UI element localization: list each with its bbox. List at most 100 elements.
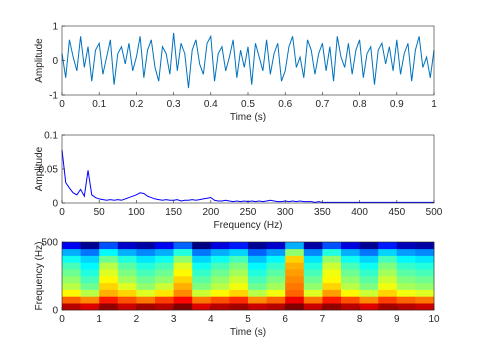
- spectrogram-cell: [303, 276, 323, 284]
- spectrogram-cell: [266, 289, 286, 297]
- spectrogram-cell: [210, 269, 230, 277]
- x-tick-label: 2: [134, 314, 140, 325]
- x-tick-label: 9: [394, 314, 400, 325]
- x-tick-label: 5: [245, 314, 251, 325]
- spectrogram-cell: [415, 296, 435, 304]
- x-tick-label: 8: [357, 314, 363, 325]
- spectrogram-cell: [192, 262, 212, 270]
- spectrogram-cell: [359, 276, 379, 284]
- x-tick-label: 400: [351, 207, 368, 218]
- spectrogram-cell: [229, 282, 249, 290]
- spectrogram-cell: [210, 289, 230, 297]
- x-tick-label: 100: [128, 207, 145, 218]
- spectrogram-cell: [117, 269, 137, 277]
- spectrogram-cell: [341, 289, 360, 297]
- spectrogram-cell: [359, 282, 379, 290]
- y-tick-label: 500: [41, 238, 58, 249]
- spectrogram-cell: [99, 276, 119, 284]
- spectrogram-cell: [229, 289, 249, 297]
- y-tick-label: 0.1: [44, 131, 58, 142]
- spectrogram-cell: [173, 296, 193, 304]
- x-tick-label: 0.3: [167, 99, 181, 110]
- spectrogram-cell: [341, 242, 360, 250]
- spectrogram-cell: [415, 289, 435, 297]
- spectrogram-cell: [396, 255, 416, 263]
- x-axis-label: Frequency (Hz): [214, 220, 283, 231]
- spectrogram-cell: [117, 303, 137, 311]
- spectrogram-cell: [117, 255, 137, 263]
- x-tick-label: 3: [171, 314, 177, 325]
- spectrogram-cell: [192, 242, 212, 250]
- spectrogram-cell: [303, 303, 323, 311]
- spectrogram-cell: [341, 262, 360, 270]
- spectrogram-cell: [62, 303, 81, 311]
- spectrogram-cell: [192, 296, 212, 304]
- spectrogram-cell: [396, 276, 416, 284]
- spectrogram-cell: [229, 276, 249, 284]
- spectrogram-cell: [341, 282, 360, 290]
- spectrogram-cell: [248, 248, 267, 256]
- spectrogram-cell: [173, 303, 193, 311]
- spectrogram-cell: [248, 255, 267, 263]
- spectrogram-cell: [80, 282, 100, 290]
- y-axis-label: Amplitude: [34, 38, 45, 83]
- spectrogram-cell: [303, 248, 323, 256]
- spectrogram-cell: [80, 303, 100, 311]
- spectrogram-cell: [248, 269, 267, 277]
- spectrogram-cell: [62, 262, 81, 270]
- spectrogram-cell: [229, 242, 249, 250]
- spectrogram-cell: [155, 282, 174, 290]
- spectrogram-cell: [266, 296, 286, 304]
- spectrogram-cell: [173, 276, 193, 284]
- spectrogram-cell: [415, 282, 435, 290]
- signal-line: [61, 149, 434, 203]
- spectrogram-cell: [341, 269, 360, 277]
- spectrogram-cell: [136, 248, 156, 256]
- spectrogram-cell: [378, 248, 398, 256]
- spectrogram-cell: [341, 296, 360, 304]
- x-tick-label: 0.4: [204, 99, 218, 110]
- x-tick-label: 0.8: [353, 99, 367, 110]
- spectrogram-cell: [415, 255, 435, 263]
- x-tick-label: 0: [59, 314, 65, 325]
- spectrogram-cell: [415, 276, 435, 284]
- spectrogram-cell: [62, 296, 81, 304]
- spectrogram-cell: [378, 289, 398, 297]
- spectrogram-cell: [155, 303, 174, 311]
- spectrogram-cell: [173, 255, 193, 263]
- x-tick-label: 0.2: [129, 99, 143, 110]
- spectrogram-cell: [80, 296, 100, 304]
- spectrogram-cell: [378, 255, 398, 263]
- spectrogram-cell: [285, 303, 305, 311]
- y-tick-label: 0: [52, 306, 58, 317]
- spectrogram-cell: [136, 242, 156, 250]
- spectrogram-cell: [155, 262, 174, 270]
- spectrogram-cell: [136, 296, 156, 304]
- spectrogram-cell: [99, 255, 119, 263]
- spectrogram-cell: [229, 303, 249, 311]
- y-axis-label: Amplitude: [34, 146, 45, 191]
- spectrogram-cell: [210, 262, 230, 270]
- spectrogram-cell: [192, 282, 212, 290]
- spectrogram-cell: [210, 248, 230, 256]
- x-tick-label: 0.7: [315, 99, 329, 110]
- y-axis-label: Frequency (Hz): [34, 242, 45, 311]
- spectrogram-cell: [285, 242, 305, 250]
- spectrogram-cell: [248, 289, 267, 297]
- spectrogram-cell: [303, 296, 323, 304]
- spectrogram-cell: [415, 248, 435, 256]
- spectrogram-cell: [378, 276, 398, 284]
- spectrogram-cell: [285, 276, 305, 284]
- spectrogram-cell: [322, 248, 342, 256]
- spectrogram-cell: [322, 255, 342, 263]
- y-tick-label: -1: [49, 91, 58, 102]
- axes-box: [61, 25, 435, 96]
- spectrogram-cell: [62, 269, 81, 277]
- spectrogram-cell: [396, 269, 416, 277]
- spectrogram-cell: [192, 269, 212, 277]
- spectrogram-cell: [285, 269, 305, 277]
- spectrogram-cell: [155, 255, 174, 263]
- spectrogram-cell: [229, 262, 249, 270]
